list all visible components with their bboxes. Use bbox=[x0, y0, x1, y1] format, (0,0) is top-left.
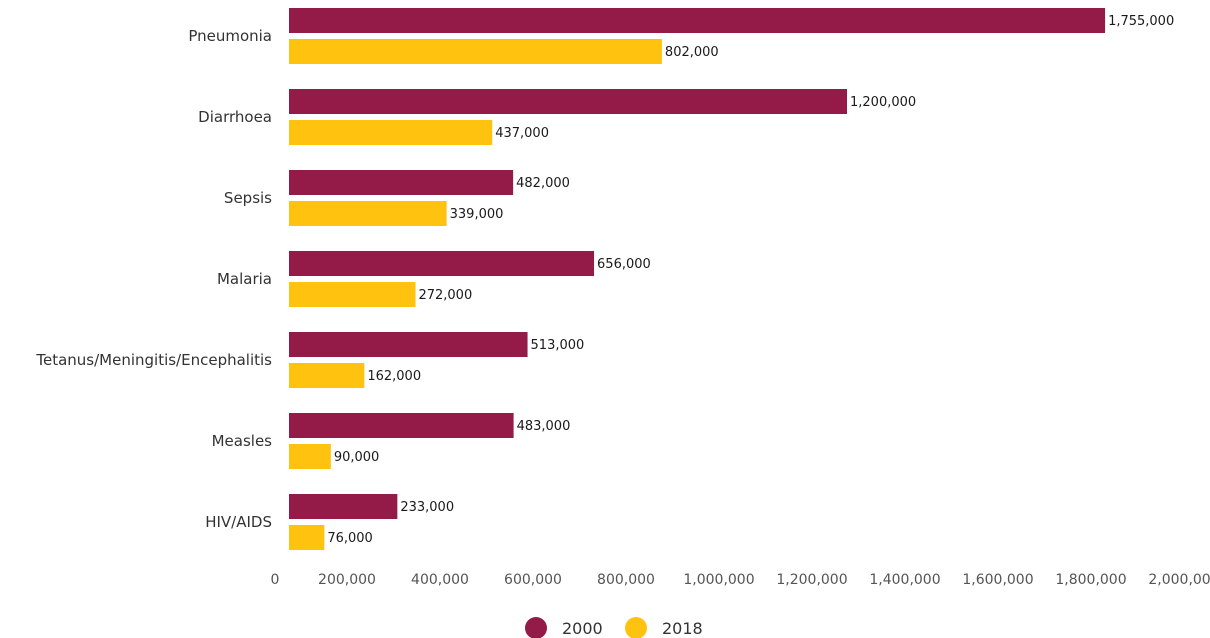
bars-group bbox=[289, 8, 1106, 550]
x-tick-label: 400,000 bbox=[411, 572, 469, 588]
data-label: 802,000 bbox=[665, 45, 719, 60]
legend-marker-2018[interactable] bbox=[625, 617, 647, 638]
data-label: 233,000 bbox=[400, 500, 454, 515]
legend[interactable]: 2000 2018 bbox=[525, 617, 703, 638]
bar-2018-0[interactable] bbox=[289, 39, 662, 64]
x-tick-label: 1,800,000 bbox=[1055, 572, 1126, 588]
x-tick-label: 800,000 bbox=[597, 572, 655, 588]
bar-2000-2[interactable] bbox=[289, 170, 514, 195]
data-label: 162,000 bbox=[367, 369, 421, 384]
x-axis-tick-labels: 0 200,000 400,000 600,000 800,000 1,000,000 1,… bbox=[271, 572, 1210, 588]
x-tick-label: 1,000,000 bbox=[683, 572, 754, 588]
data-label: 1,755,000 bbox=[1108, 14, 1174, 29]
bar-2018-4[interactable] bbox=[289, 363, 365, 388]
bar-2000-3[interactable] bbox=[289, 251, 595, 276]
bar-2018-5[interactable] bbox=[289, 444, 331, 469]
category-label: Sepsis bbox=[224, 189, 272, 207]
bar-2000-1[interactable] bbox=[289, 89, 847, 114]
category-label: Measles bbox=[212, 432, 273, 450]
data-label: 513,000 bbox=[531, 338, 585, 353]
data-label: 483,000 bbox=[517, 419, 571, 434]
bar-2000-0[interactable] bbox=[289, 8, 1106, 33]
value-labels: 1,755,000 802,000 1,200,000 437,000 482,000 3… bbox=[327, 14, 1174, 546]
legend-marker-2000[interactable] bbox=[525, 617, 547, 638]
legend-label-2018[interactable]: 2018 bbox=[662, 619, 703, 638]
bar-2000-4[interactable] bbox=[289, 332, 528, 357]
category-label: Tetanus/Meningitis/Encephalitis bbox=[35, 351, 272, 369]
x-tick-label: 600,000 bbox=[504, 572, 562, 588]
bar-2018-2[interactable] bbox=[289, 201, 447, 226]
category-label: Diarrhoea bbox=[198, 108, 272, 126]
data-label: 90,000 bbox=[334, 450, 380, 465]
bar-2018-1[interactable] bbox=[289, 120, 493, 145]
data-label: 272,000 bbox=[418, 288, 472, 303]
bar-2000-6[interactable] bbox=[289, 494, 398, 519]
bar-2018-3[interactable] bbox=[289, 282, 416, 307]
x-tick-label: 1,400,000 bbox=[869, 572, 940, 588]
data-label: 339,000 bbox=[450, 207, 504, 222]
data-label: 437,000 bbox=[495, 126, 549, 141]
data-label: 656,000 bbox=[597, 257, 651, 272]
data-label: 482,000 bbox=[516, 176, 570, 191]
category-label: HIV/AIDS bbox=[205, 513, 272, 531]
x-tick-label: 0 bbox=[271, 572, 280, 588]
category-label: Malaria bbox=[217, 270, 272, 288]
category-labels: Pneumonia Diarrhoea Sepsis Malaria Tetanus/M… bbox=[35, 27, 272, 531]
data-label: 76,000 bbox=[327, 531, 373, 546]
x-tick-label: 200,000 bbox=[318, 572, 376, 588]
category-label: Pneumonia bbox=[188, 27, 272, 45]
legend-label-2000[interactable]: 2000 bbox=[562, 619, 603, 638]
x-tick-label: 1,200,000 bbox=[776, 572, 847, 588]
x-tick-label: 2,000,000 bbox=[1148, 572, 1210, 588]
bar-2000-5[interactable] bbox=[289, 413, 514, 438]
x-tick-label: 1,600,000 bbox=[962, 572, 1033, 588]
data-label: 1,200,000 bbox=[850, 95, 916, 110]
bar-2018-6[interactable] bbox=[289, 525, 325, 550]
